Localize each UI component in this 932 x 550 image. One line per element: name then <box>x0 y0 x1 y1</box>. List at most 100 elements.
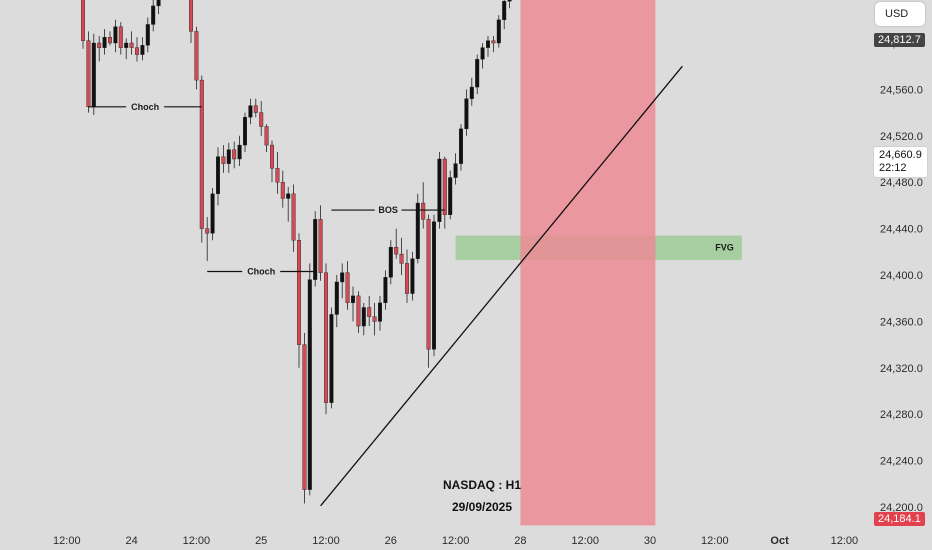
y-tick-label: 24,400.0 <box>880 270 923 282</box>
candle-body <box>410 258 415 294</box>
candle-body <box>469 86 474 99</box>
target-price-tag: 24,812.7 <box>874 33 925 47</box>
candle-body <box>432 221 437 350</box>
candle-body <box>394 246 399 255</box>
candle-body <box>221 156 226 164</box>
y-tick-label: 24,440.0 <box>880 224 923 236</box>
candle-body <box>318 219 323 273</box>
candle-body <box>313 219 318 280</box>
candle-body <box>91 42 96 107</box>
structure-label: Choch <box>247 267 275 277</box>
candle-body <box>486 40 491 48</box>
candle-body <box>361 307 366 327</box>
candle-body <box>415 202 420 259</box>
candle-body <box>107 37 112 44</box>
current-price-tag: 24,660.9 22:12 <box>874 147 927 177</box>
candle-body <box>248 105 253 118</box>
x-tick-label: 30 <box>644 535 656 547</box>
candle-body <box>502 1 507 20</box>
candle-body <box>80 0 85 41</box>
x-tick-label: 26 <box>385 535 397 547</box>
structure-label: BOS <box>378 205 398 215</box>
x-tick-label: Oct <box>770 535 789 547</box>
x-tick-label: 25 <box>255 535 267 547</box>
candle-body <box>324 272 329 403</box>
candle-body <box>307 279 312 490</box>
candle-body <box>496 19 501 44</box>
candle-body <box>113 26 118 44</box>
candle-body <box>118 26 123 48</box>
candle-body <box>124 42 129 48</box>
candle-body <box>232 149 237 160</box>
candle-body <box>421 202 426 220</box>
candle-body <box>426 219 431 350</box>
candle-body <box>237 144 242 160</box>
structure-label: Choch <box>131 102 159 112</box>
trendline <box>320 65 683 507</box>
candle-body <box>259 112 264 127</box>
candle-body <box>205 228 210 234</box>
candle-body <box>226 149 231 164</box>
candle-body <box>459 128 464 164</box>
candles-layer <box>80 0 512 504</box>
candle-body <box>102 37 107 48</box>
candle-body <box>156 0 161 7</box>
x-tick-label: 12:00 <box>312 535 340 547</box>
loss-zone <box>520 0 656 526</box>
candle-body <box>405 263 410 294</box>
currency-button[interactable]: USD <box>875 2 925 26</box>
candle-body <box>351 295 356 304</box>
candle-body <box>275 168 280 183</box>
candle-body <box>475 59 480 88</box>
candle-body <box>334 281 339 315</box>
candle-body <box>448 177 453 215</box>
candle-body <box>280 181 285 199</box>
chart-title: NASDAQ : H1 <box>443 478 521 492</box>
candle-body <box>491 40 496 44</box>
candle-body <box>507 0 512 2</box>
candle-body <box>345 272 350 304</box>
candle-body <box>199 79 204 229</box>
candle-body <box>215 156 220 194</box>
current-price-value: 24,660.9 <box>879 149 922 161</box>
candle-body <box>464 98 469 130</box>
zone-label: FVG <box>715 243 734 253</box>
candle-body <box>378 302 383 322</box>
candle-body <box>151 5 156 25</box>
candle-body <box>264 126 269 146</box>
candle-body <box>140 45 145 55</box>
y-tick-label: 24,480.0 <box>880 177 923 189</box>
candle-body <box>372 316 377 322</box>
candle-body <box>437 158 442 222</box>
x-tick-label: 12:00 <box>183 535 211 547</box>
candle-body <box>340 272 345 283</box>
candle-body <box>480 47 485 60</box>
candle-body <box>329 314 334 403</box>
candle-body <box>97 42 102 48</box>
candle-body <box>194 31 199 81</box>
candle-body <box>399 253 404 264</box>
candle-body <box>297 239 302 345</box>
y-tick-label: 24,200.0 <box>880 502 923 514</box>
candle-body <box>86 40 91 108</box>
candle-body <box>134 47 139 55</box>
candle-body <box>383 277 388 304</box>
candle-body <box>367 307 372 317</box>
stop-price-tag: 24,184.1 <box>874 512 925 526</box>
y-tick-label: 24,240.0 <box>880 456 923 468</box>
candle-body <box>210 193 215 234</box>
candle-body <box>242 117 247 146</box>
candle-body <box>442 158 447 215</box>
axes-layer: 24,200.0 24,240.0 24,280.0 24,320.0 24,360.0… <box>53 38 923 547</box>
x-tick-label: 24 <box>125 535 137 547</box>
candle-body <box>270 144 275 169</box>
y-tick-label: 24,320.0 <box>880 363 923 375</box>
candle-body <box>453 163 458 178</box>
candle-body <box>145 24 150 46</box>
x-tick-label: 12:00 <box>53 535 81 547</box>
candle-body <box>302 344 307 490</box>
annotation-layer: Choch Choch BOS <box>88 65 683 507</box>
candle-body <box>188 0 193 32</box>
x-tick-label: 12:00 <box>831 535 859 547</box>
